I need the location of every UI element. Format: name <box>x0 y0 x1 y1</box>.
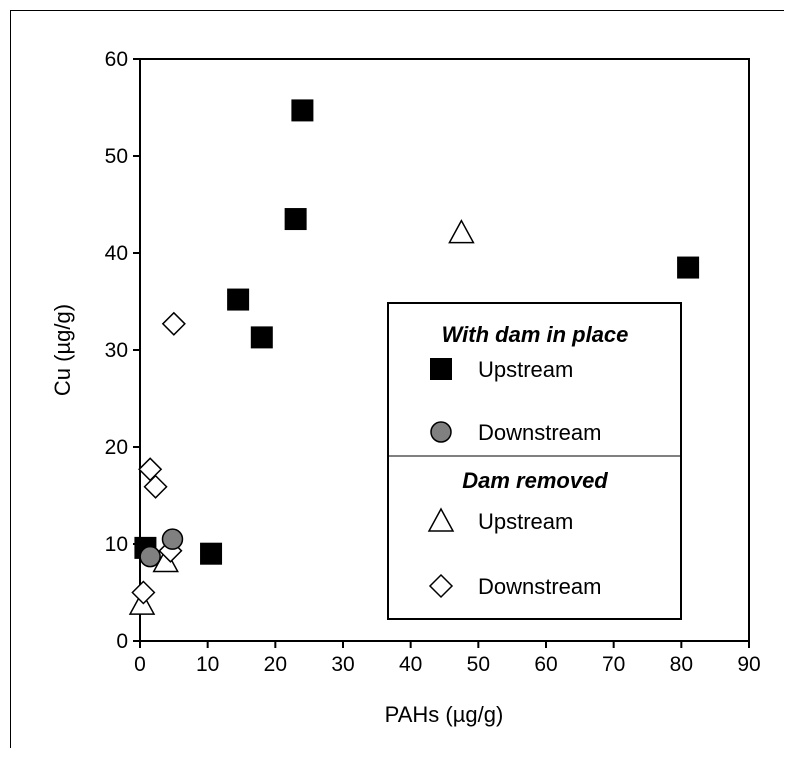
x-axis-label: PAHs (µg/g) <box>385 702 504 727</box>
legend-group-title-2: Dam removed <box>462 468 608 493</box>
legend-marker-symbol <box>427 507 455 532</box>
x-tick-label: 90 <box>737 653 760 676</box>
x-tick-label: 20 <box>264 653 287 676</box>
x-tick-label: 50 <box>467 653 490 676</box>
legend-marker-downstream-dam <box>430 421 452 443</box>
figure-frame <box>10 10 784 748</box>
y-tick-label: 10 <box>105 533 128 556</box>
data-point <box>284 208 307 231</box>
data-point <box>161 528 184 550</box>
legend-group-title-1: With dam in place <box>442 322 629 347</box>
legend-label-downstream-removed: Downstream <box>478 574 601 599</box>
x-tick-label: 60 <box>534 653 557 676</box>
x-tick-label: 30 <box>331 653 354 676</box>
legend-box <box>387 302 682 620</box>
axis-ticks: 0 10 20 30 40 50 60 70 80 90 0 10 20 30 40 50 60 <box>105 48 761 676</box>
y-tick-label: 40 <box>105 242 128 265</box>
data-points <box>128 99 700 615</box>
legend: With dam in place Upstream Downstream Da… <box>387 302 682 620</box>
legend-label-downstream-dam: Downstream <box>478 420 601 445</box>
data-point <box>250 326 273 349</box>
legend-marker-symbol <box>430 421 452 443</box>
data-point <box>291 99 314 122</box>
legend-marker-downstream-removed <box>428 573 454 599</box>
data-point <box>200 542 223 565</box>
data-point <box>143 474 168 499</box>
legend-marker-upstream-removed <box>427 507 455 532</box>
y-tick-label: 50 <box>105 145 128 168</box>
y-tick-label: 30 <box>105 339 128 362</box>
legend-label-upstream-dam: Upstream <box>478 357 573 382</box>
y-tick-label: 60 <box>105 48 128 71</box>
legend-marker-symbol <box>428 573 454 599</box>
x-tick-label: 40 <box>399 653 422 676</box>
data-point <box>131 580 156 605</box>
x-tick-label: 0 <box>134 653 146 676</box>
y-tick-label: 0 <box>116 630 128 653</box>
x-tick-label: 80 <box>670 653 693 676</box>
y-tick-label: 20 <box>105 436 128 459</box>
x-tick-label: 70 <box>602 653 625 676</box>
legend-marker-symbol <box>430 358 452 380</box>
y-axis-label: Cu (µg/g) <box>50 304 75 396</box>
legend-marker-upstream-dam <box>430 358 452 380</box>
data-point <box>448 219 475 244</box>
data-point <box>677 256 700 279</box>
data-point <box>139 545 161 568</box>
x-tick-label: 10 <box>196 653 219 676</box>
data-point <box>161 311 186 336</box>
legend-label-upstream-removed: Upstream <box>478 509 573 534</box>
data-point <box>227 288 250 311</box>
